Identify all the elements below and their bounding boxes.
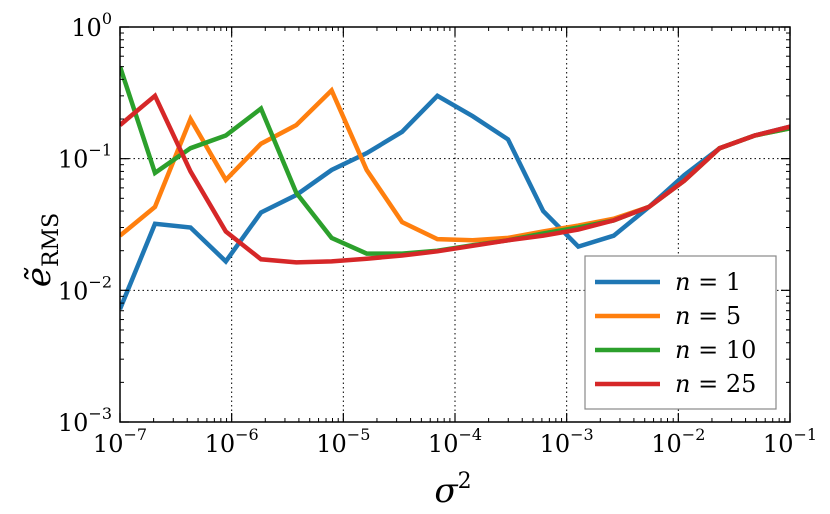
legend-label: n = 25: [675, 370, 756, 398]
x-tick-label: 10−6: [205, 425, 259, 458]
x-tick-label: 10−1: [763, 425, 817, 458]
y-tick-label: 10−3: [58, 404, 112, 437]
y-tick-label: 100: [71, 9, 112, 42]
x-axis-label-sup: 2: [458, 469, 472, 494]
series-lines: [120, 65, 790, 310]
y-tick-label: 10−1: [58, 141, 112, 174]
x-tick-label: 10−3: [540, 425, 594, 458]
y-tick-label: 10−2: [58, 272, 112, 305]
legend-label: n = 5: [675, 302, 741, 330]
x-tick-label: 10−5: [316, 425, 370, 458]
svg-text:ẽRMS: ẽRMS: [19, 213, 64, 287]
x-axis-label-main: σ: [434, 471, 458, 511]
axis-ticks: [119, 26, 791, 423]
tick-labels: 10−7 10−6 10−5 10−4 10−3 10−2 10−1 10−3 10−2 10−1…: [58, 9, 817, 458]
x-tick-label: 10−7: [93, 425, 147, 458]
legend-label: n = 1: [675, 268, 741, 296]
x-tick-label: 10−4: [428, 425, 482, 458]
x-tick-label: 10−2: [651, 425, 705, 458]
series-line-1: [120, 92, 790, 310]
legend-label: n = 10: [675, 336, 756, 364]
y-axis-label-sub: RMS: [39, 213, 64, 267]
x-axis-label: σ2: [434, 469, 471, 511]
series-line-4: [120, 92, 790, 265]
y-axis-label: ẽRMS: [19, 213, 64, 287]
legend: n = 1 n = 5 n = 10 n = 25: [584, 255, 777, 410]
y-axis-label-main: ẽ: [19, 267, 59, 287]
